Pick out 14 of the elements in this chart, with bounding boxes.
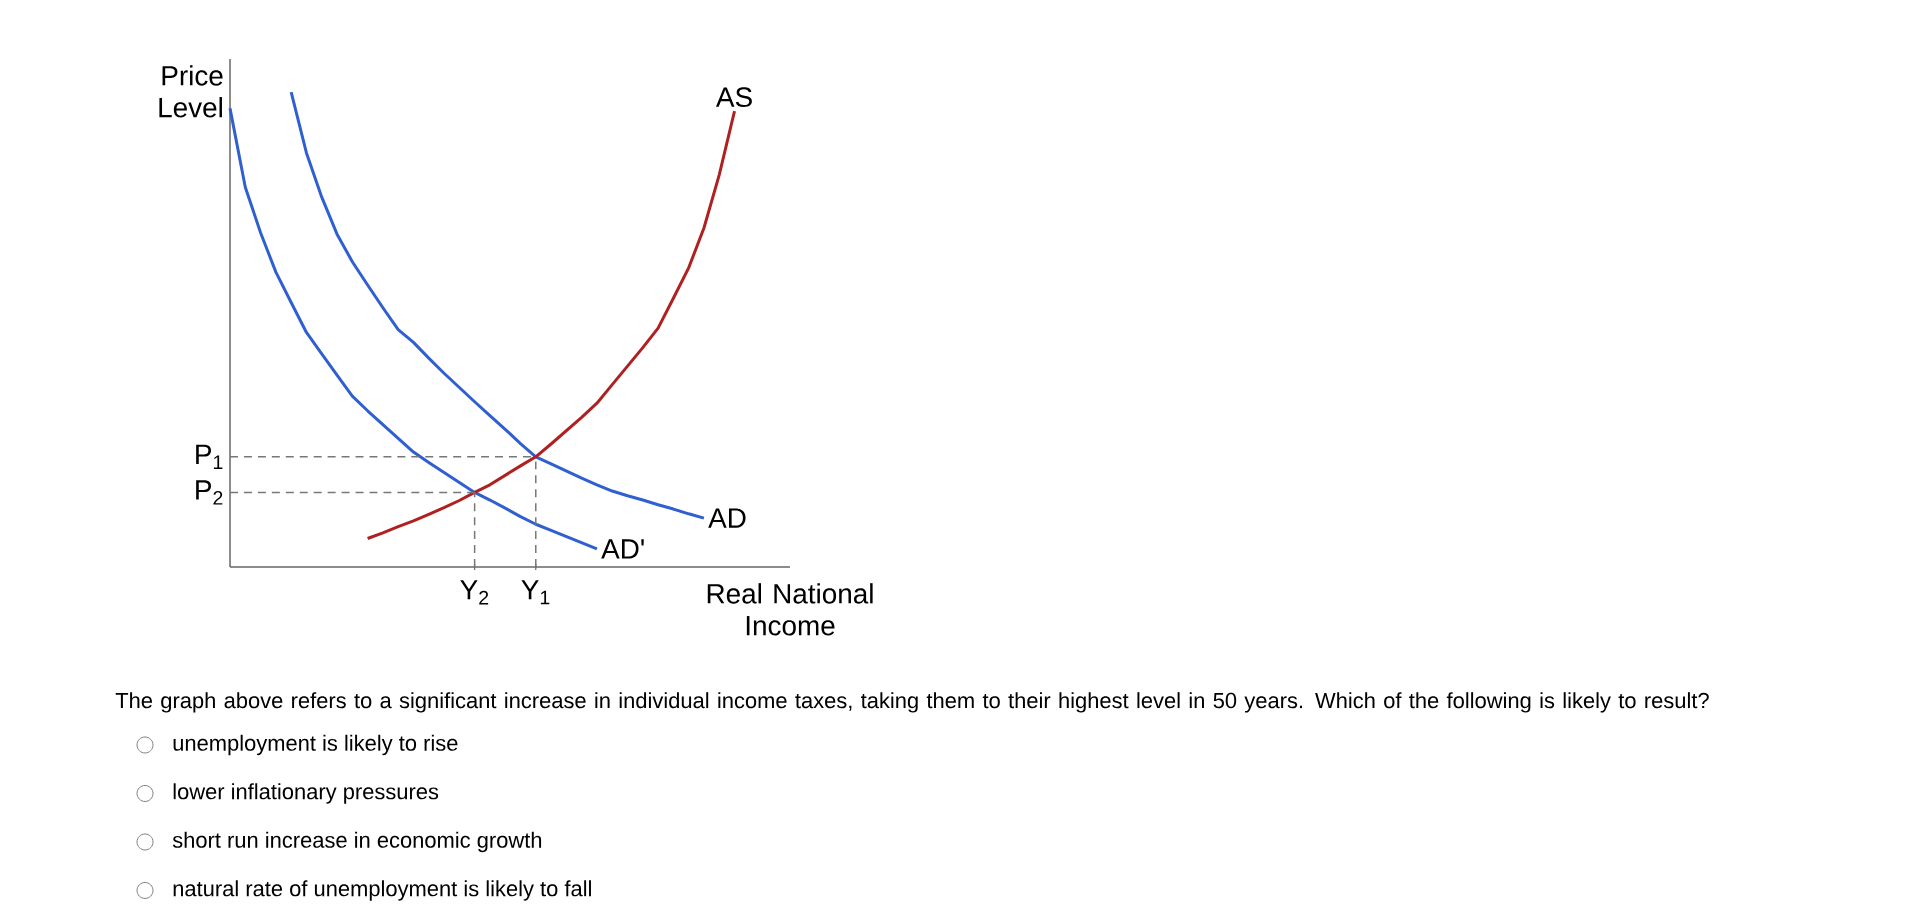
text: unemployment is likely to rise [173,734,458,756]
text: natural rate of unemployment is likely to fall [173,880,591,901]
ref-line-label: P$_{1}$ [196,444,223,469]
y-axis-title: Price Level [159,65,223,118]
series-label: AS [715,87,752,108]
series-label: AD [708,508,746,528]
text: lower inflationary pressures [173,783,439,804]
text: short run increase in economic growth [172,831,542,853]
ref-line-label: P$_{2}$ [196,480,223,505]
x-tick-label: Y$_{2}$ [460,580,489,605]
x-axis-title: Real National Income [707,583,873,636]
series-label: AD' [601,539,644,559]
text: The graph above refers to a significant increase in individual income taxes, taking them to their highest level in 50 years. Which of the following is likely to result? [115,692,1709,713]
x-tick-label: Y$_{1}$ [521,580,550,605]
